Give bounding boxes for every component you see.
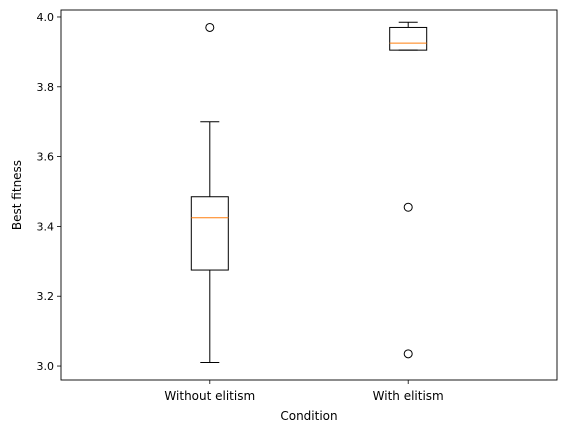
y-tick-label: 3.4	[37, 220, 55, 233]
y-axis: 3.0 3.2 3.4 3.6 3.8 4.0	[37, 11, 61, 373]
outlier-point	[403, 349, 413, 359]
y-axis-label: Best fitness	[10, 160, 24, 230]
x-tick-label: With elitism	[373, 389, 444, 403]
box-1	[190, 22, 229, 364]
plot-area	[60, 9, 558, 381]
iqr-box	[389, 26, 428, 51]
x-tick-label: Without elitism	[164, 389, 255, 403]
x-axis: Without elitism With elitism	[164, 380, 444, 403]
outlier-point	[205, 22, 215, 32]
y-tick-label: 4.0	[37, 11, 55, 24]
y-tick-label: 3.6	[37, 151, 55, 164]
outlier-point	[403, 202, 413, 212]
x-axis-label: Condition	[280, 409, 337, 423]
y-tick-label: 3.0	[37, 360, 55, 373]
box-2	[389, 21, 428, 359]
iqr-box	[190, 196, 229, 271]
y-tick-label: 3.2	[37, 290, 55, 303]
y-tick-label: 3.8	[37, 81, 55, 94]
boxes-group	[190, 21, 428, 364]
